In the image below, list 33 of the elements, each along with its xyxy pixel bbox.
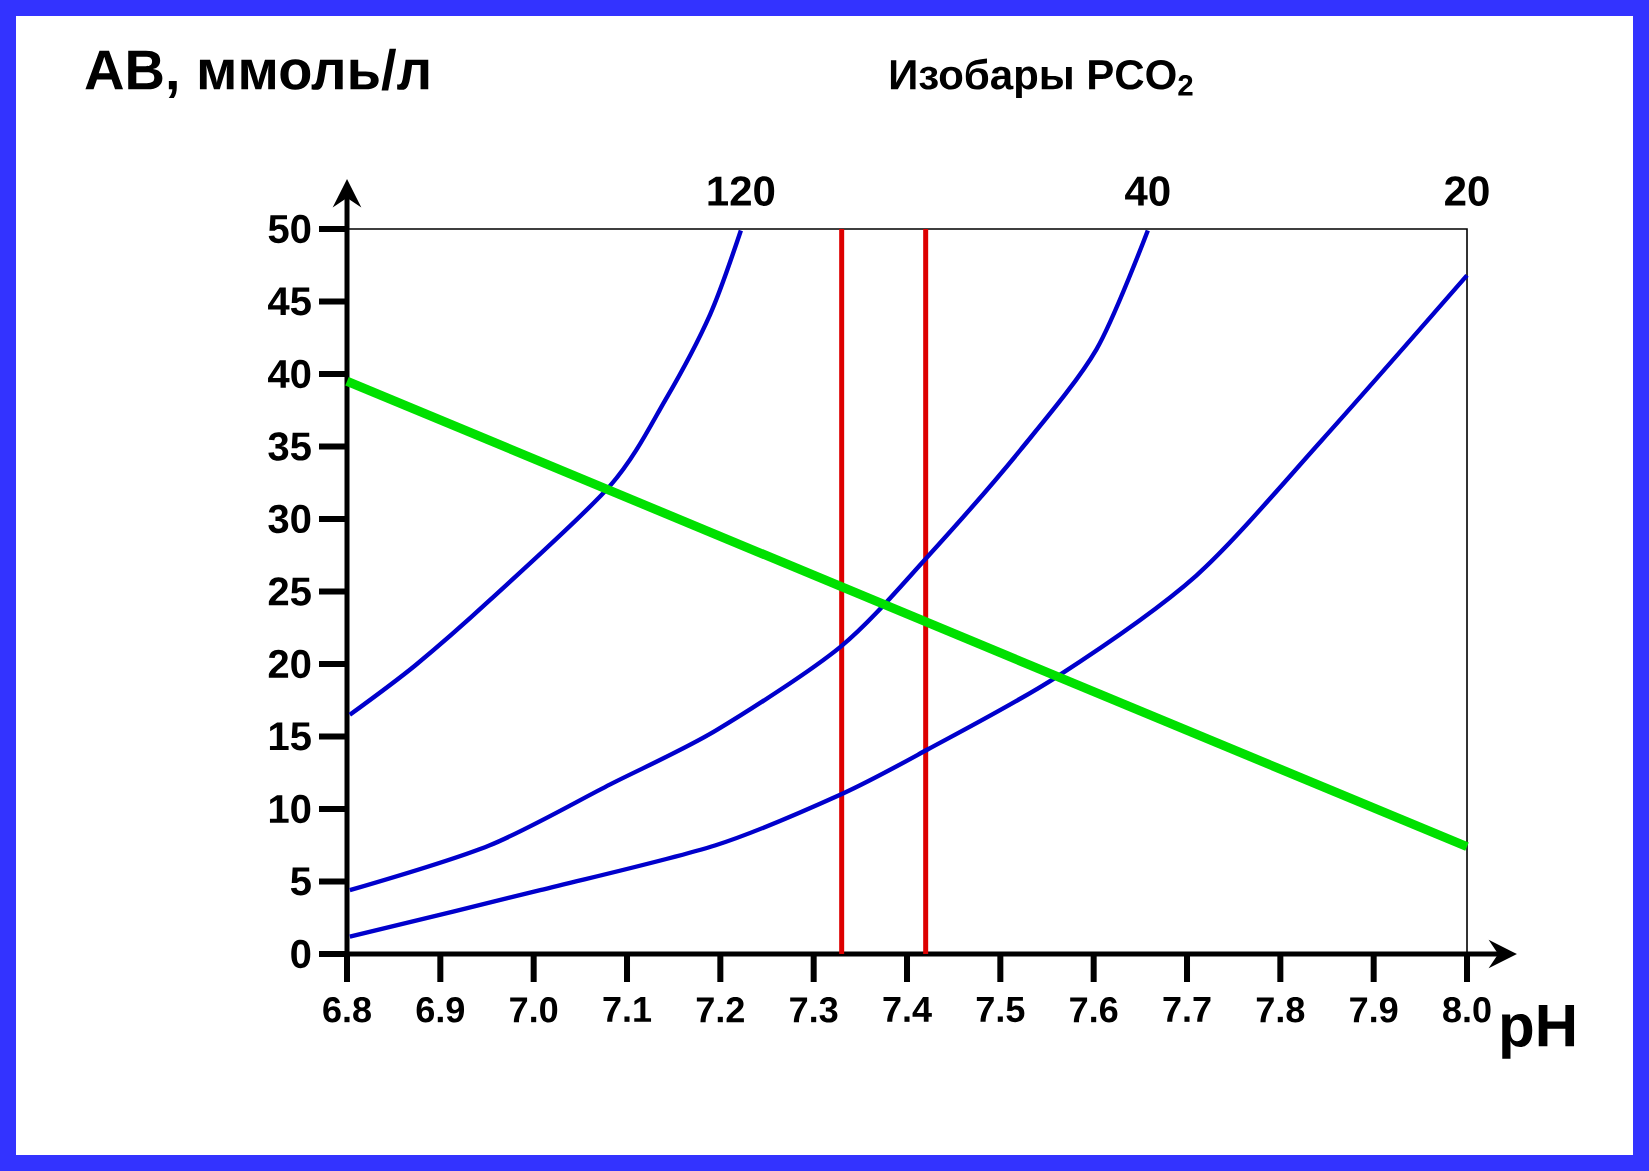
y-axis-title: AB, ммоль/л [85,48,429,98]
y-tick-label: 35 [268,432,311,461]
y-tick-label: 50 [268,214,311,244]
y-tick-label: 20 [268,649,311,679]
x-tick-label: 7.7 [1163,997,1211,1022]
y-tick-label: 30 [268,504,311,534]
x-tick-label: 7.4 [883,997,932,1022]
x-tick-label: 7.5 [976,997,1025,1023]
line-series [347,228,1151,893]
x-tick-label: 6.8 [323,997,371,1023]
series-label: 20 [1445,176,1489,206]
x-tick-label: 7.8 [1256,997,1305,1023]
x-tick-label: 7.9 [1350,997,1398,1023]
x-tick-label: 7.1 [603,997,652,1022]
x-tick-label: 7.2 [696,997,744,1023]
series-label: 120 [708,176,775,206]
series-label: 40 [1125,176,1170,206]
line-series [347,228,744,717]
y-tick-label: 25 [268,577,311,606]
x-tick-label: 7.0 [510,997,558,1023]
x-tick-label: 7.6 [1070,997,1118,1023]
y-tick-label: 15 [269,722,311,751]
x-axis-title: pH [1502,1005,1575,1059]
x-tick-label: 6.9 [416,997,465,1023]
y-tick-label: 45 [268,287,311,316]
y-tick-label: 40 [268,359,311,389]
x-tick-label: 8.0 [1443,997,1491,1023]
y-tick-label: 5 [290,867,311,896]
y-tick-label: 10 [269,794,311,824]
line-series [347,273,1470,939]
x-tick-label: 7.3 [790,997,838,1023]
y-tick-label: 0 [291,939,311,969]
legend-title: Изобары PCO$_{2}$ [890,58,1193,98]
